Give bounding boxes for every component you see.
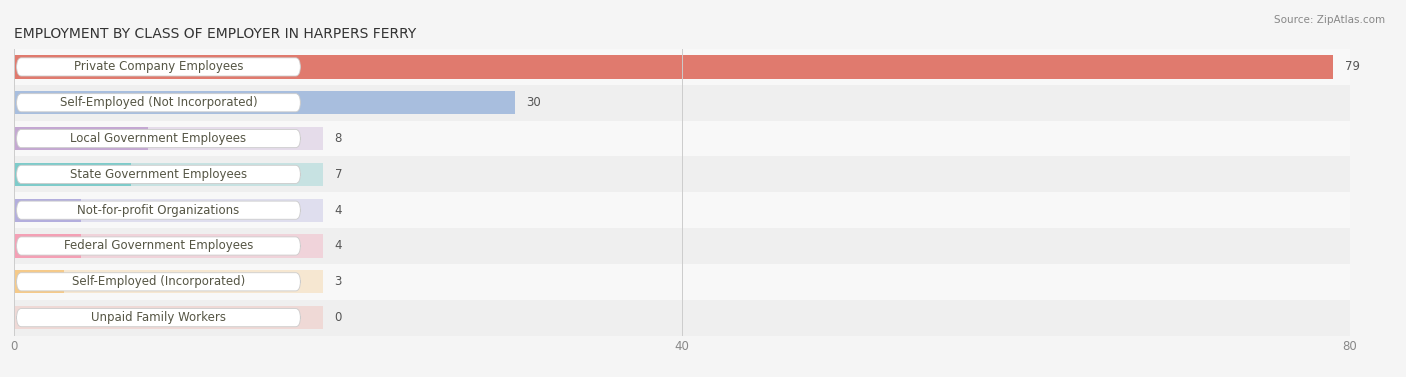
Bar — [14, 270, 65, 293]
Text: 4: 4 — [335, 204, 342, 217]
Bar — [14, 192, 1350, 228]
Bar — [14, 270, 323, 293]
FancyBboxPatch shape — [17, 58, 301, 76]
Bar — [14, 55, 1333, 78]
Bar — [14, 234, 323, 257]
Text: 7: 7 — [335, 168, 342, 181]
Text: 79: 79 — [1344, 60, 1360, 74]
Bar — [14, 127, 148, 150]
Bar — [14, 163, 131, 186]
Bar — [14, 55, 1333, 78]
Bar — [14, 199, 82, 222]
FancyBboxPatch shape — [17, 201, 301, 219]
Text: 0: 0 — [335, 311, 342, 324]
Bar — [14, 264, 1350, 300]
Text: 4: 4 — [335, 239, 342, 253]
Text: Source: ZipAtlas.com: Source: ZipAtlas.com — [1274, 15, 1385, 25]
Text: Local Government Employees: Local Government Employees — [70, 132, 246, 145]
Bar — [14, 91, 515, 114]
Bar — [14, 300, 1350, 336]
FancyBboxPatch shape — [17, 308, 301, 327]
Text: Federal Government Employees: Federal Government Employees — [63, 239, 253, 253]
Bar — [14, 163, 323, 186]
Text: Unpaid Family Workers: Unpaid Family Workers — [91, 311, 226, 324]
FancyBboxPatch shape — [17, 237, 301, 255]
Bar — [14, 85, 1350, 121]
Text: Self-Employed (Incorporated): Self-Employed (Incorporated) — [72, 275, 245, 288]
Bar — [14, 228, 1350, 264]
Text: 8: 8 — [335, 132, 342, 145]
FancyBboxPatch shape — [17, 93, 301, 112]
Text: EMPLOYMENT BY CLASS OF EMPLOYER IN HARPERS FERRY: EMPLOYMENT BY CLASS OF EMPLOYER IN HARPE… — [14, 27, 416, 41]
Bar — [14, 156, 1350, 192]
Bar — [14, 121, 1350, 156]
FancyBboxPatch shape — [17, 129, 301, 148]
Bar — [14, 49, 1350, 85]
Bar — [14, 91, 515, 114]
Bar — [14, 234, 82, 257]
Bar — [14, 306, 323, 329]
Bar — [14, 199, 323, 222]
FancyBboxPatch shape — [17, 273, 301, 291]
Bar — [14, 127, 323, 150]
Text: State Government Employees: State Government Employees — [70, 168, 247, 181]
Text: 3: 3 — [335, 275, 342, 288]
Text: Private Company Employees: Private Company Employees — [73, 60, 243, 74]
Text: 30: 30 — [527, 96, 541, 109]
Text: Not-for-profit Organizations: Not-for-profit Organizations — [77, 204, 239, 217]
FancyBboxPatch shape — [17, 165, 301, 184]
Text: Self-Employed (Not Incorporated): Self-Employed (Not Incorporated) — [59, 96, 257, 109]
